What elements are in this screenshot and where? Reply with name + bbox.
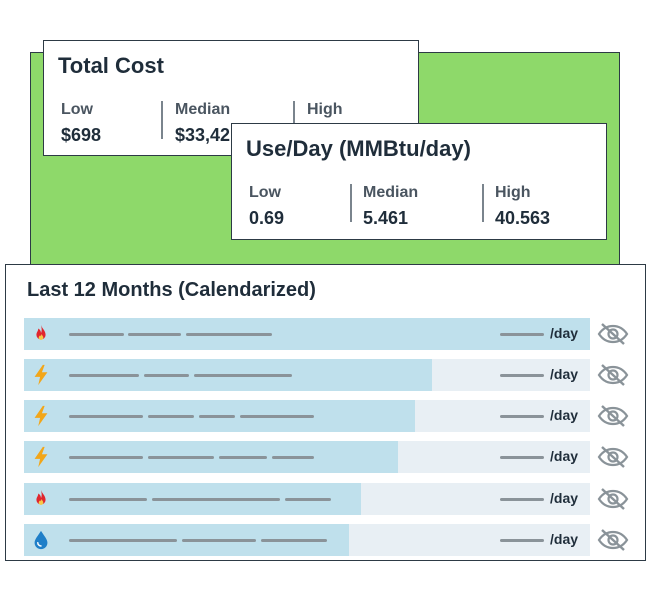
lightning-icon: [34, 405, 48, 427]
low-label: Low: [61, 101, 93, 118]
last-12-months-panel: Last 12 Months (Calendarized) /day /day: [5, 264, 646, 561]
low-value: 0.69: [249, 208, 285, 228]
placeholder-bar: [69, 456, 143, 459]
high-label: High: [307, 101, 343, 118]
usage-row[interactable]: /day: [24, 359, 590, 391]
placeholder-bar: [148, 456, 214, 459]
use-low: Low 0.69: [249, 184, 284, 229]
placeholder-bar: [152, 498, 280, 501]
use-per-day-title: Use/Day (MMBtu/day): [246, 136, 471, 161]
placeholder-bar: [199, 415, 235, 418]
placeholder-bar: [194, 374, 292, 377]
median-value: 5.461: [363, 208, 409, 228]
placeholder-bar: [500, 333, 544, 336]
placeholder-bar: [500, 456, 544, 459]
last-12-months-title: Last 12 Months (Calendarized): [27, 279, 316, 301]
eye-hidden-icon[interactable]: [597, 445, 629, 469]
placeholder-bar: [500, 415, 544, 418]
high-value: 40.563: [495, 208, 551, 228]
eye-hidden-icon[interactable]: [597, 487, 629, 511]
per-day-unit: /day: [550, 366, 579, 382]
placeholder-bar: [69, 498, 147, 501]
eye-hidden-icon[interactable]: [597, 404, 629, 428]
per-day-unit: /day: [550, 490, 579, 506]
usage-row[interactable]: /day: [24, 318, 590, 350]
total-cost-low: Low $698: [61, 101, 101, 146]
per-day-unit: /day: [550, 531, 579, 547]
placeholder-bar: [500, 374, 544, 377]
usage-row[interactable]: /day: [24, 400, 590, 432]
flame-icon: [36, 489, 46, 505]
usage-row[interactable]: /day: [24, 441, 590, 473]
placeholder-bar: [186, 333, 272, 336]
total-cost-high: High: [307, 101, 343, 119]
placeholder-bar: [240, 415, 314, 418]
per-day-unit: /day: [550, 448, 579, 464]
placeholder-bar: [285, 498, 331, 501]
placeholder-bar: [144, 374, 189, 377]
divider: [482, 184, 484, 222]
placeholder-bar: [500, 498, 544, 501]
placeholder-bar: [219, 456, 267, 459]
use-median: Median 5.461: [363, 184, 418, 229]
low-value: $698: [61, 125, 102, 145]
placeholder-bar: [148, 415, 194, 418]
placeholder-bar: [69, 333, 124, 336]
placeholder-bar: [128, 333, 181, 336]
median-label: Median: [363, 184, 419, 201]
flame-icon: [36, 324, 46, 340]
per-day-unit: /day: [550, 325, 579, 341]
per-day-unit: /day: [550, 407, 579, 423]
placeholder-bar: [261, 539, 327, 542]
eye-hidden-icon[interactable]: [597, 528, 629, 552]
divider: [161, 101, 163, 139]
placeholder-bar: [272, 456, 314, 459]
placeholder-bar: [69, 539, 177, 542]
high-label: High: [495, 184, 531, 201]
use-per-day-card: Use/Day (MMBtu/day) Low 0.69 Median 5.46…: [231, 123, 607, 240]
water-drop-icon: [34, 530, 48, 550]
total-cost-median: Median $33,42: [175, 101, 230, 146]
placeholder-bar: [69, 415, 143, 418]
median-label: Median: [175, 101, 231, 118]
placeholder-bar: [69, 374, 139, 377]
lightning-icon: [34, 446, 48, 468]
eye-hidden-icon[interactable]: [597, 363, 629, 387]
placeholder-bar: [500, 539, 544, 542]
divider: [293, 101, 295, 139]
placeholder-bar: [182, 539, 256, 542]
divider: [350, 184, 352, 222]
median-value: $33,42: [175, 125, 231, 145]
low-label: Low: [249, 184, 281, 201]
eye-hidden-icon[interactable]: [597, 322, 629, 346]
total-cost-title: Total Cost: [58, 53, 164, 78]
use-high: High 40.563: [495, 184, 550, 229]
usage-row[interactable]: /day: [24, 483, 590, 515]
lightning-icon: [34, 364, 48, 386]
usage-row[interactable]: /day: [24, 524, 590, 556]
